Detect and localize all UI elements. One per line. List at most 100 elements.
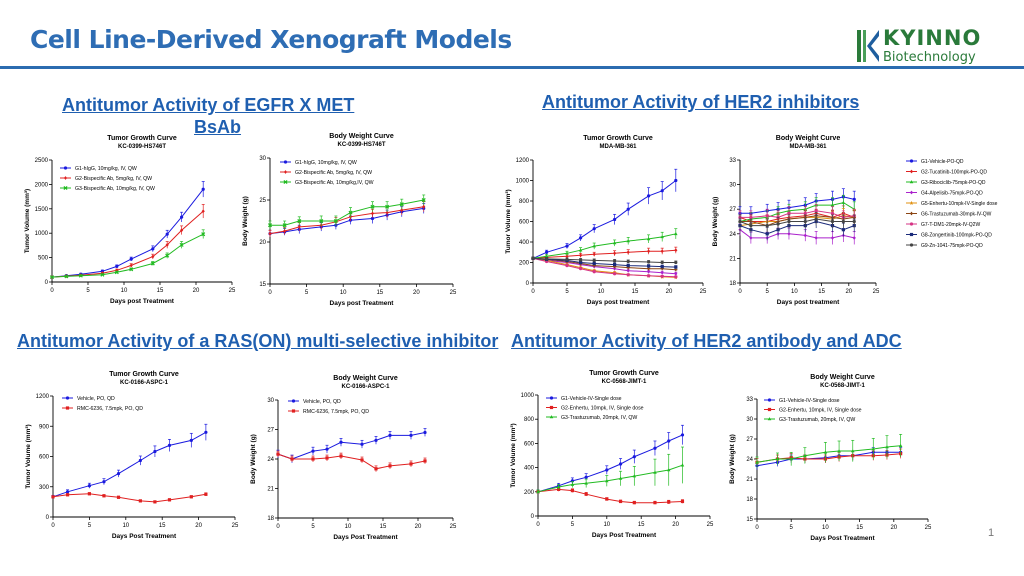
y-tick-label: 400	[524, 466, 535, 472]
x-tick-label: 15	[856, 525, 863, 531]
y-axis-label: Tumor Volume (mm³)	[510, 423, 517, 487]
data-point	[674, 260, 678, 265]
legend-item: G3-Bispecific Ab, 10mg/kg,IV, QW	[280, 179, 374, 186]
data-point	[579, 260, 583, 265]
data-point	[311, 449, 315, 453]
data-point	[165, 232, 169, 236]
x-tick-label: 15	[632, 289, 639, 295]
y-tick-label: 27	[746, 437, 753, 443]
logo-mark-icon	[857, 30, 879, 62]
data-point	[570, 488, 574, 493]
data-point	[647, 194, 651, 198]
data-point	[297, 218, 302, 224]
data-point	[803, 219, 807, 224]
x-tick-label: 0	[531, 289, 535, 295]
legend-item: RMC-6236, 7.5mpk, PO, QD	[288, 409, 369, 415]
y-tick-label: 27	[729, 207, 736, 213]
data-point	[646, 237, 651, 241]
x-tick-label: 25	[450, 290, 457, 296]
series-g5-enhertu-10mpk-iv-single-dose	[737, 208, 857, 233]
data-point	[584, 481, 588, 485]
y-tick-label: 600	[519, 220, 530, 226]
legend-item: G1-Vehicle-PO-QD	[906, 159, 964, 165]
data-point	[647, 274, 651, 278]
legend-label: G1-hIgG, 10mg/kg, IV, QW	[75, 166, 137, 172]
series-line	[740, 215, 855, 227]
data-point	[579, 258, 583, 262]
data-point	[898, 443, 903, 447]
data-point	[674, 231, 678, 236]
data-point	[167, 498, 172, 502]
data-point	[814, 235, 818, 240]
series-line	[537, 488, 683, 504]
legend-marker	[909, 222, 914, 226]
legend-item: G2-Enhertu, 10mpk, IV, Single dose	[546, 406, 644, 412]
x-tick-label: 15	[157, 288, 164, 294]
data-point	[660, 270, 664, 275]
legend-item: G2-Tucatinib-100mpk-PO-QD	[906, 170, 987, 176]
series-g3-trastuzumab-20mpk-iv-qw	[755, 433, 903, 468]
legend: G1-Vehicle-IV-Single dose G2-Enhertu, 10m…	[764, 398, 862, 423]
legend-item: G1-Vehicle-IV-Single dose	[764, 398, 840, 404]
series-line	[537, 434, 683, 493]
legend-marker	[767, 407, 772, 412]
data-point	[165, 253, 170, 258]
data-point	[605, 468, 609, 472]
logo-text-primary: KYINNO	[883, 26, 982, 50]
y-tick-label: 30	[729, 183, 736, 189]
x-axis-label: Days Post Treatment	[592, 532, 657, 539]
data-point	[189, 438, 193, 442]
data-point	[765, 232, 769, 236]
series-g3-trastuzumab-20mpk-iv-qw	[536, 446, 685, 494]
data-point	[374, 467, 378, 471]
section-title-her2-inhibitors: Antitumor Activity of HER2 inhibitors	[542, 92, 860, 112]
legend-label: G3-Bispecific Ab, 10mg/kg, IV, QW	[75, 186, 155, 192]
series-line	[739, 202, 855, 222]
x-tick-label: 20	[195, 523, 202, 529]
legend-label: G2-Enhertu, 10mpk, IV, Single dose	[561, 406, 644, 412]
data-point	[65, 490, 70, 494]
x-tick-label: 5	[311, 524, 315, 530]
data-point	[531, 256, 535, 260]
data-point	[837, 449, 841, 453]
y-tick-label: 0	[46, 515, 50, 521]
series-g7-t-dm1-20mpk-iv-q2w	[531, 256, 678, 279]
data-point	[667, 500, 671, 504]
data-point	[102, 480, 106, 484]
y-tick-label: 1000	[516, 179, 530, 185]
data-point	[803, 453, 807, 457]
data-point	[612, 241, 617, 245]
data-point	[423, 430, 427, 435]
y-tick-label: 15	[259, 282, 266, 288]
legend-label: G3-Trastuzumab, 20mpk, IV, QW	[779, 417, 855, 423]
x-tick-label: 0	[276, 524, 280, 530]
x-tick-label: 5	[766, 289, 770, 295]
data-point	[360, 442, 364, 446]
data-point	[333, 218, 338, 224]
legend-marker	[63, 166, 68, 170]
legend-label: G4-Alpelisib-75mpk-PO-QD	[921, 191, 983, 197]
data-point	[674, 178, 678, 183]
legend: G1-Vehicle-PO-QD G2-Tucatinib-100mpk-PO-Q…	[906, 159, 998, 249]
chart-title: Tumor Growth Curve	[583, 135, 653, 142]
series-line	[756, 445, 901, 463]
series-line	[51, 233, 204, 278]
data-point	[179, 242, 184, 247]
x-axis-label: Days Post Treatment	[810, 535, 875, 542]
series-line	[270, 199, 424, 226]
data-point	[789, 457, 793, 461]
x-tick-label: 20	[666, 289, 673, 295]
chart-c8: Body Weight Curve KC-0568-JIMT-1 0 5 10 15 20 2…	[729, 374, 932, 542]
data-point	[388, 464, 392, 468]
data-point	[613, 251, 617, 256]
data-point	[852, 197, 856, 201]
data-point	[65, 493, 70, 497]
legend-marker	[909, 243, 914, 247]
series-line	[532, 257, 676, 271]
x-tick-label: 10	[340, 290, 347, 296]
data-point	[129, 267, 134, 272]
data-point	[565, 263, 569, 268]
data-point	[388, 433, 392, 437]
legend-item: G5-Enhertu-10mpk-IV-Single dose	[906, 200, 998, 207]
data-point	[565, 251, 569, 255]
